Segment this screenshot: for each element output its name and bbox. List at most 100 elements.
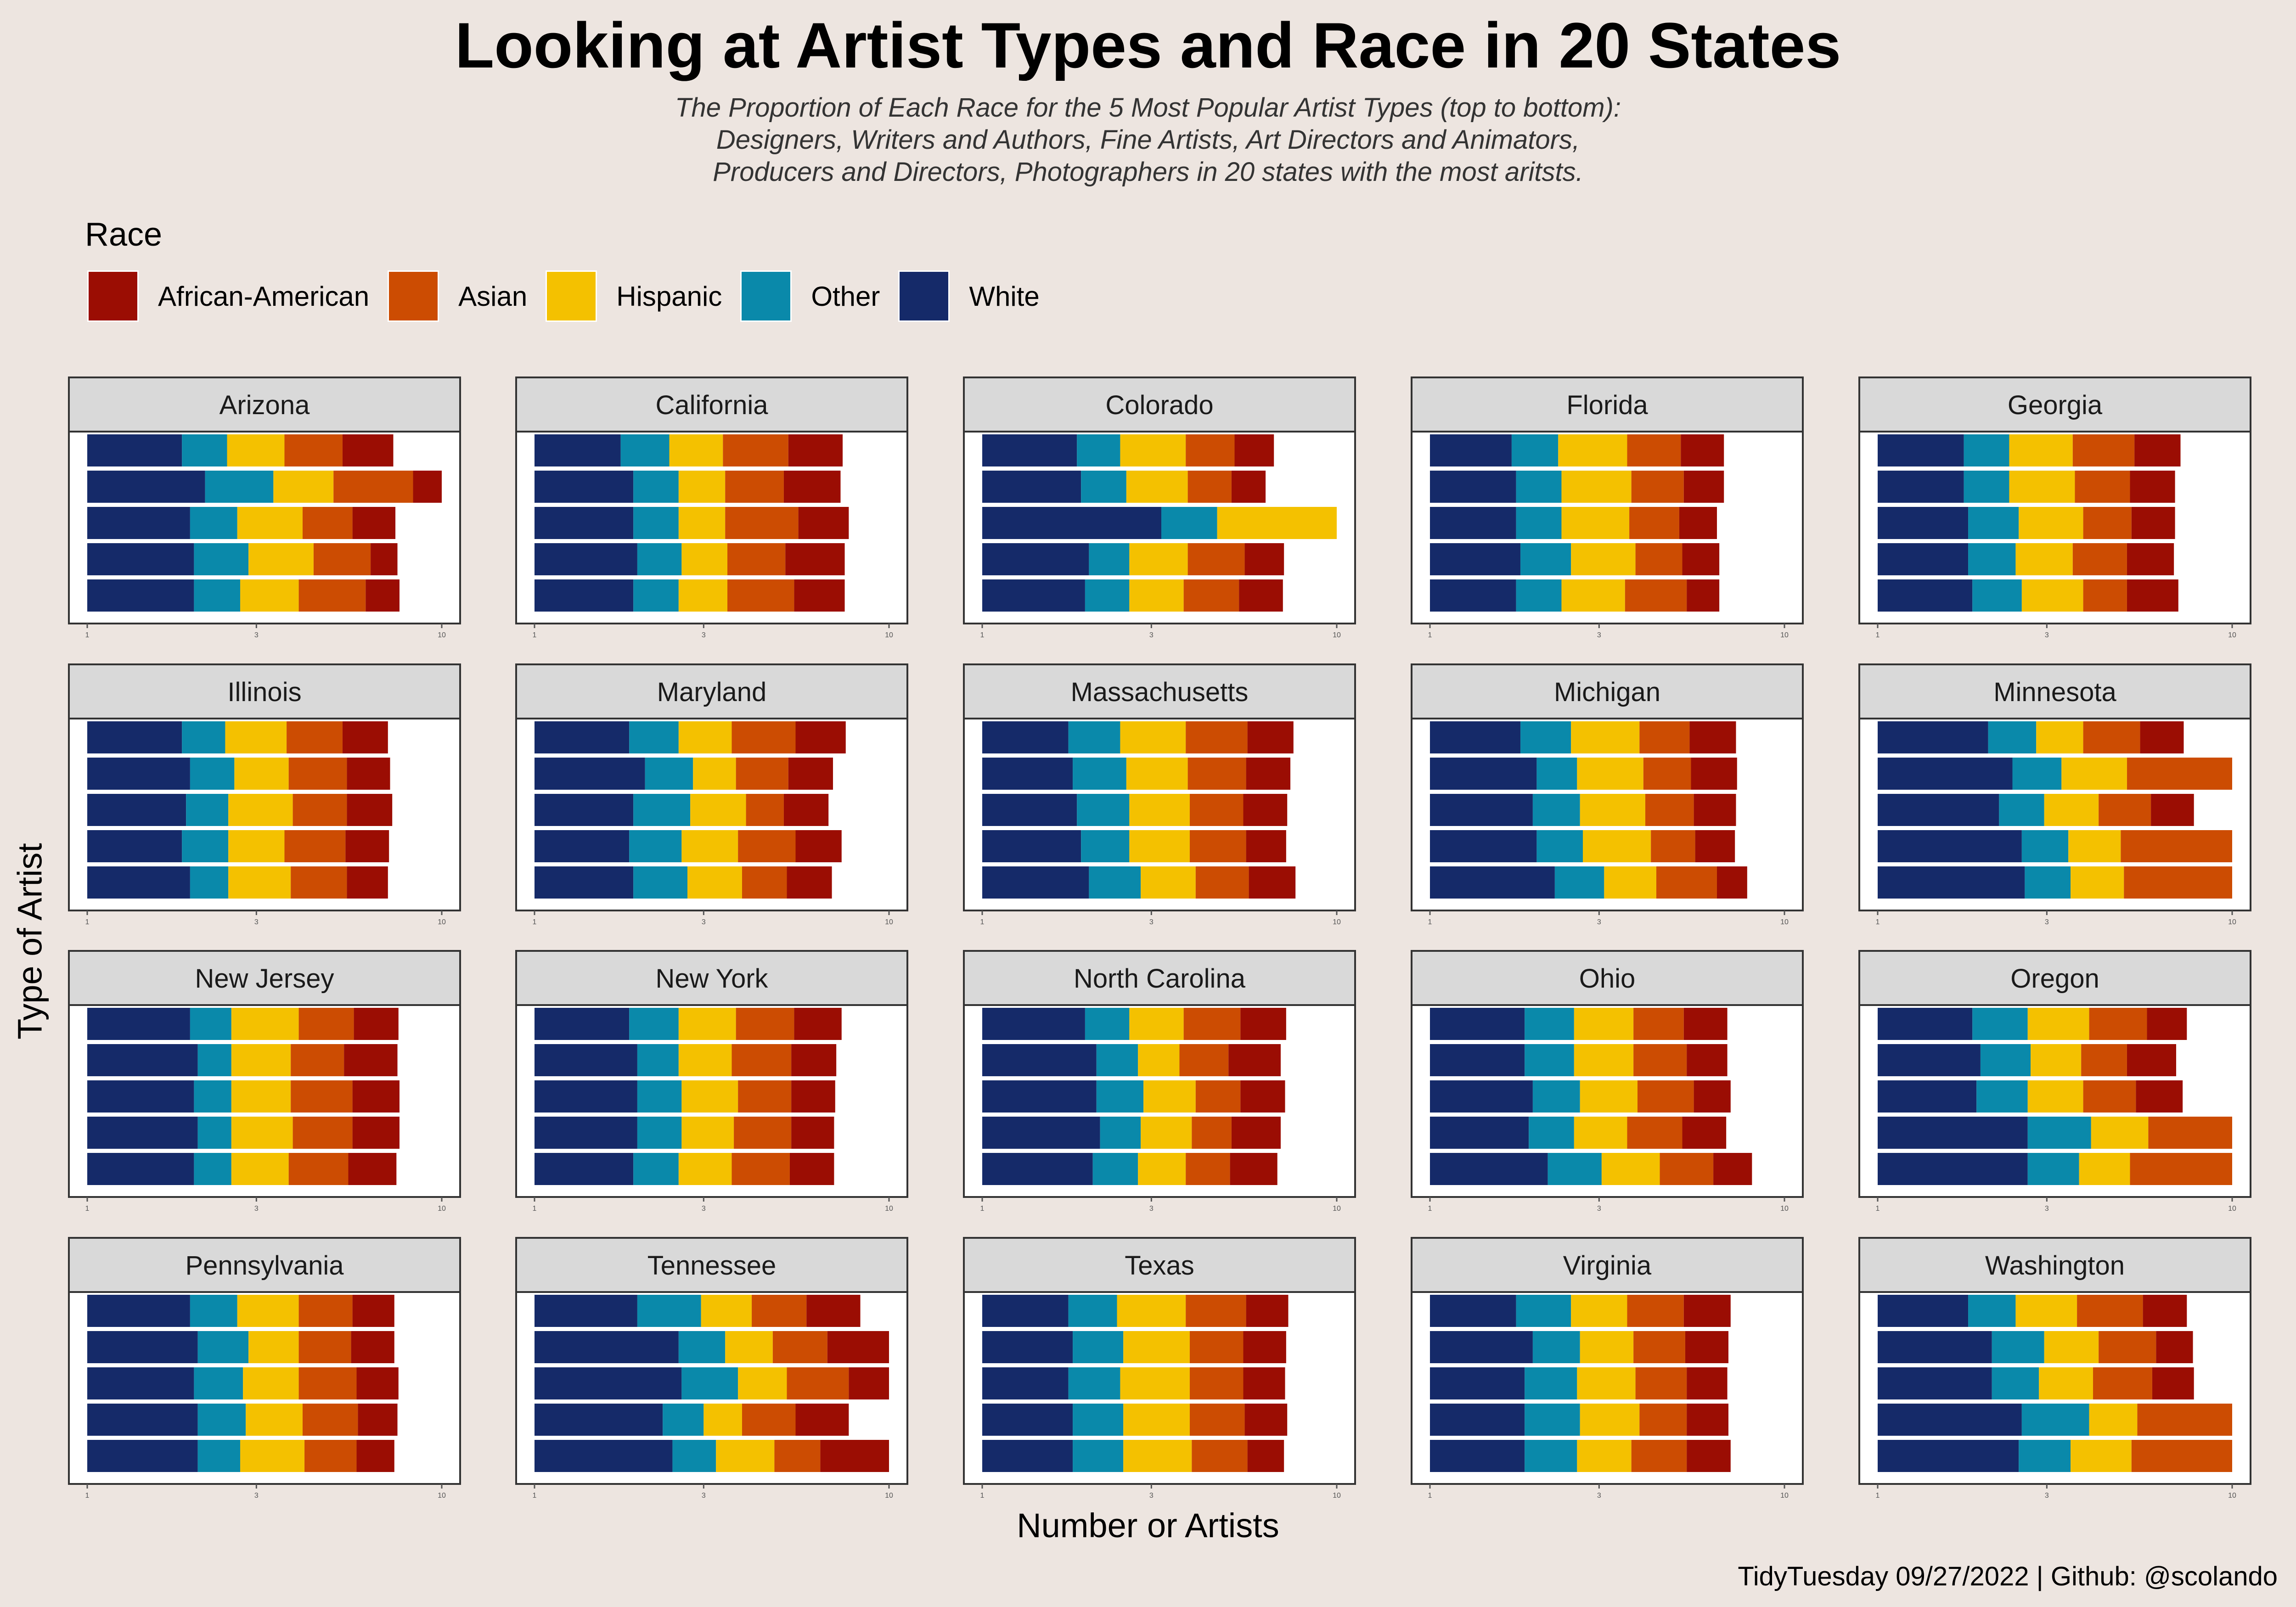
bar-new-york-1-hispanic bbox=[678, 1008, 736, 1040]
bar-michigan-4-african-american bbox=[1695, 830, 1735, 862]
bar-colorado-1-other bbox=[1077, 434, 1120, 466]
bar-florida-5-african-american bbox=[1687, 579, 1720, 612]
bar-illinois-4-white bbox=[87, 830, 182, 862]
bar-new-jersey-4-african-american bbox=[352, 1117, 400, 1149]
x-tick-label-ohio-1: 1 bbox=[1428, 1205, 1432, 1213]
bar-massachusetts-2-white bbox=[982, 758, 1073, 790]
bar-minnesota-1-african-american bbox=[2140, 721, 2184, 753]
bar-minnesota-3-hispanic bbox=[2044, 794, 2099, 826]
x-tick-label-arizona-1: 1 bbox=[85, 631, 90, 639]
bar-minnesota-2-white bbox=[1878, 758, 2013, 790]
bar-florida-1-asian bbox=[1627, 434, 1681, 466]
bar-ohio-5-african-american bbox=[1713, 1153, 1752, 1185]
bar-washington-3-other bbox=[1992, 1367, 2039, 1399]
bar-colorado-2-asian bbox=[1187, 471, 1232, 503]
bar-maryland-1-african-american bbox=[795, 721, 846, 753]
bar-florida-3-hispanic bbox=[1561, 507, 1630, 539]
bar-tennessee-2-african-american bbox=[827, 1331, 889, 1363]
bar-texas-5-asian bbox=[1192, 1440, 1248, 1472]
bar-maryland-3-hispanic bbox=[690, 794, 746, 826]
bar-illinois-3-asian bbox=[293, 794, 347, 826]
bar-texas-4-asian bbox=[1189, 1404, 1245, 1436]
bar-north-carolina-2-hispanic bbox=[1138, 1044, 1180, 1076]
bar-texas-3-hispanic bbox=[1120, 1367, 1190, 1399]
bar-oregon-3-asian bbox=[2083, 1080, 2136, 1113]
facet-title-washington: Washington bbox=[1985, 1251, 2125, 1281]
bar-michigan-5-white bbox=[1430, 866, 1555, 899]
bar-new-jersey-3-asian bbox=[291, 1080, 353, 1113]
bar-new-york-4-other bbox=[637, 1117, 682, 1149]
bar-colorado-5-white bbox=[982, 579, 1085, 612]
bar-colorado-2-hispanic bbox=[1126, 471, 1188, 503]
bar-north-carolina-4-african-american bbox=[1231, 1117, 1281, 1149]
bar-arizona-5-african-american bbox=[366, 579, 400, 612]
bar-arizona-1-hispanic bbox=[227, 434, 285, 466]
bar-minnesota-1-other bbox=[1988, 721, 2037, 753]
bar-north-carolina-4-other bbox=[1100, 1117, 1141, 1149]
x-tick-label-illinois-3: 3 bbox=[254, 918, 259, 926]
bar-california-1-african-american bbox=[788, 434, 843, 466]
bar-georgia-3-asian bbox=[2083, 507, 2132, 539]
bar-virginia-1-other bbox=[1516, 1295, 1571, 1327]
bar-georgia-2-other bbox=[1964, 471, 2009, 503]
bar-minnesota-1-white bbox=[1878, 721, 1988, 753]
bar-florida-3-asian bbox=[1629, 507, 1679, 539]
bar-ohio-3-hispanic bbox=[1580, 1080, 1638, 1113]
bar-michigan-1-white bbox=[1430, 721, 1521, 753]
bar-tennessee-5-hispanic bbox=[716, 1440, 775, 1472]
bar-virginia-3-asian bbox=[1635, 1367, 1687, 1399]
legend-swatch-white bbox=[898, 270, 950, 322]
bar-washington-3-african-american bbox=[2152, 1367, 2194, 1399]
bar-michigan-1-asian bbox=[1639, 721, 1690, 753]
bar-georgia-3-african-american bbox=[2131, 507, 2175, 539]
x-tick-label-michigan-10: 10 bbox=[1780, 918, 1789, 926]
bar-maryland-4-asian bbox=[738, 830, 796, 862]
bar-tennessee-1-other bbox=[637, 1295, 701, 1327]
bar-north-carolina-3-white bbox=[982, 1080, 1097, 1113]
bar-ohio-1-asian bbox=[1633, 1008, 1684, 1040]
bar-ohio-4-white bbox=[1430, 1117, 1529, 1149]
bar-minnesota-5-white bbox=[1878, 866, 2025, 899]
bar-georgia-5-other bbox=[1972, 579, 2022, 612]
x-tick-label-colorado-10: 10 bbox=[1333, 631, 1341, 639]
bar-arizona-4-hispanic bbox=[248, 543, 314, 575]
x-tick-label-massachusetts-10: 10 bbox=[1333, 918, 1341, 926]
facet-strip-illinois bbox=[68, 663, 461, 719]
bar-ohio-3-asian bbox=[1637, 1080, 1694, 1113]
bar-new-york-1-african-american bbox=[794, 1008, 842, 1040]
bar-massachusetts-4-hispanic bbox=[1129, 830, 1190, 862]
bar-oregon-5-white bbox=[1878, 1153, 2028, 1185]
bar-florida-1-white bbox=[1430, 434, 1512, 466]
x-tick-label-texas-1: 1 bbox=[980, 1492, 985, 1500]
bar-maryland-1-other bbox=[629, 721, 679, 753]
bar-massachusetts-5-african-american bbox=[1249, 866, 1296, 899]
bar-florida-2-african-american bbox=[1683, 471, 1724, 503]
bar-minnesota-4-hispanic bbox=[2068, 830, 2121, 862]
bar-oregon-5-other bbox=[2027, 1153, 2079, 1185]
bar-pennsylvania-1-african-american bbox=[352, 1295, 394, 1327]
facet-title-ohio: Ohio bbox=[1579, 964, 1636, 994]
x-tick-label-tennessee-10: 10 bbox=[885, 1492, 893, 1500]
bar-virginia-1-african-american bbox=[1683, 1295, 1731, 1327]
x-tick-label-oregon-3: 3 bbox=[2045, 1205, 2049, 1213]
bar-minnesota-1-hispanic bbox=[2036, 721, 2083, 753]
bar-michigan-2-white bbox=[1430, 758, 1537, 790]
bar-new-york-2-african-american bbox=[791, 1044, 837, 1076]
bar-new-york-1-asian bbox=[736, 1008, 794, 1040]
bar-new-jersey-1-other bbox=[190, 1008, 231, 1040]
bar-pennsylvania-2-asian bbox=[298, 1331, 351, 1363]
bar-ohio-4-hispanic bbox=[1574, 1117, 1627, 1149]
bar-maryland-4-white bbox=[535, 830, 630, 862]
bar-minnesota-5-other bbox=[2025, 866, 2071, 899]
bar-maryland-5-white bbox=[535, 866, 634, 899]
bar-arizona-4-white bbox=[87, 543, 194, 575]
bar-california-4-african-american bbox=[785, 543, 845, 575]
bar-california-2-hispanic bbox=[678, 471, 726, 503]
bar-colorado-1-asian bbox=[1186, 434, 1235, 466]
bar-massachusetts-1-african-american bbox=[1247, 721, 1294, 753]
x-tick-label-arizona-3: 3 bbox=[254, 631, 259, 639]
bar-massachusetts-5-asian bbox=[1195, 866, 1249, 899]
x-tick-label-minnesota-10: 10 bbox=[2228, 918, 2236, 926]
bar-washington-1-asian bbox=[2077, 1295, 2143, 1327]
bar-texas-1-asian bbox=[1186, 1295, 1246, 1327]
